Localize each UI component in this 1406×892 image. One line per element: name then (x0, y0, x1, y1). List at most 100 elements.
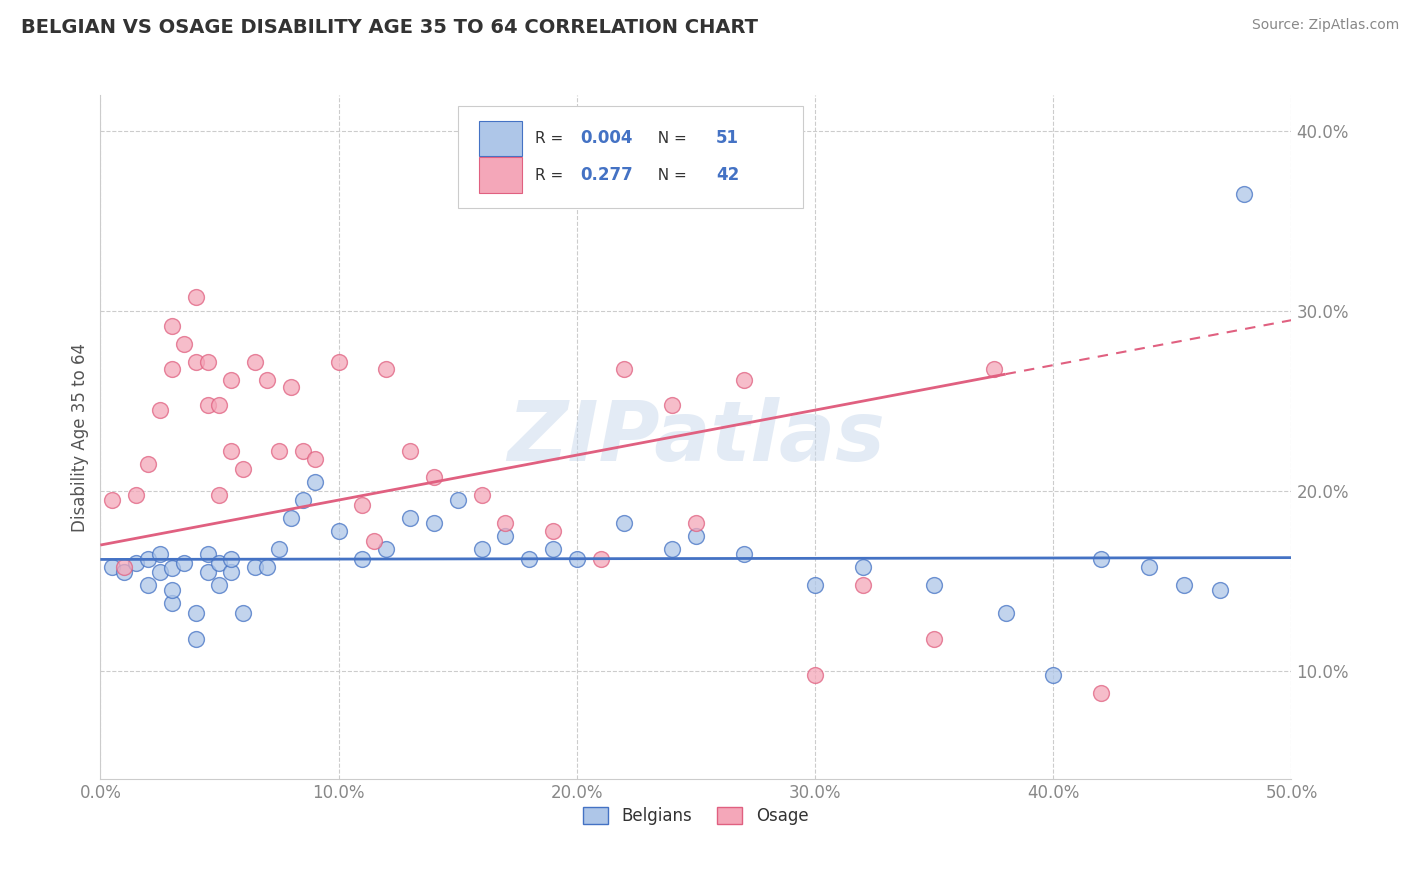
Point (1090, 685, 1112, 699)
Point (208, 398, 231, 412)
FancyBboxPatch shape (458, 105, 803, 208)
Point (1090, 552, 1112, 566)
Point (399, 444, 422, 458)
Point (852, 577, 875, 591)
Point (375, 541, 398, 556)
Point (423, 469, 446, 483)
Point (280, 511, 302, 525)
Point (184, 290, 207, 304)
Text: R =: R = (536, 168, 568, 183)
Point (208, 488, 231, 502)
Point (613, 361, 636, 376)
Text: 42: 42 (716, 166, 740, 185)
Point (197, 565, 219, 579)
Point (1042, 667, 1064, 681)
Point (136, 552, 159, 566)
Point (291, 444, 314, 458)
Point (184, 632, 207, 646)
Point (197, 398, 219, 412)
Text: ZIPatlas: ZIPatlas (508, 397, 884, 477)
Point (589, 552, 612, 566)
Point (685, 516, 707, 531)
Point (112, 559, 135, 574)
Point (399, 511, 422, 525)
Point (565, 552, 588, 566)
Point (983, 361, 1005, 376)
Point (352, 499, 374, 513)
Point (804, 577, 827, 591)
Point (685, 529, 707, 543)
Text: 51: 51 (716, 129, 740, 147)
Point (112, 565, 135, 579)
Point (733, 547, 755, 561)
FancyBboxPatch shape (479, 158, 522, 193)
Text: N =: N = (648, 131, 692, 146)
Point (922, 577, 945, 591)
Point (160, 318, 183, 333)
Point (280, 380, 302, 394)
Point (256, 372, 278, 386)
Point (101, 493, 124, 508)
Point (232, 462, 254, 476)
Point (363, 534, 385, 549)
Point (221, 565, 243, 579)
Point (661, 398, 683, 412)
Point (184, 354, 207, 368)
Point (291, 493, 314, 508)
Point (470, 488, 492, 502)
Text: N =: N = (648, 168, 692, 183)
Point (852, 559, 875, 574)
Point (613, 516, 636, 531)
Point (494, 516, 516, 531)
Point (101, 559, 124, 574)
Point (352, 552, 374, 566)
Point (136, 457, 159, 471)
Point (447, 493, 470, 508)
Point (197, 354, 219, 368)
Point (125, 488, 148, 502)
Point (221, 372, 243, 386)
Text: R =: R = (536, 131, 568, 146)
Point (375, 361, 398, 376)
Point (1233, 187, 1256, 202)
Point (1173, 577, 1195, 591)
Point (267, 541, 290, 556)
Point (160, 561, 183, 575)
Y-axis label: Disability Age 35 to 64: Disability Age 35 to 64 (72, 343, 89, 532)
Point (173, 336, 195, 351)
Point (149, 547, 172, 561)
Text: Source: ZipAtlas.com: Source: ZipAtlas.com (1251, 18, 1399, 32)
Point (256, 559, 278, 574)
Point (328, 354, 350, 368)
Point (245, 354, 267, 368)
Point (328, 524, 350, 538)
FancyBboxPatch shape (479, 120, 522, 156)
Point (1209, 582, 1232, 597)
Point (804, 667, 827, 681)
Text: 0.277: 0.277 (581, 166, 633, 185)
Point (733, 372, 755, 386)
Point (470, 541, 492, 556)
Point (221, 552, 243, 566)
Point (149, 403, 172, 417)
Point (994, 607, 1017, 621)
Point (494, 529, 516, 543)
Point (208, 556, 231, 570)
Point (173, 556, 195, 570)
Point (184, 607, 207, 621)
Point (245, 559, 267, 574)
Point (541, 524, 564, 538)
Point (267, 444, 290, 458)
Point (541, 541, 564, 556)
Point (922, 632, 945, 646)
Text: BELGIAN VS OSAGE DISABILITY AGE 35 TO 64 CORRELATION CHART: BELGIAN VS OSAGE DISABILITY AGE 35 TO 64… (21, 18, 758, 37)
Point (232, 607, 254, 621)
Point (197, 547, 219, 561)
Point (661, 541, 683, 556)
Point (1137, 559, 1160, 574)
Point (221, 444, 243, 458)
Point (304, 475, 326, 489)
Point (304, 451, 326, 466)
Point (160, 361, 183, 376)
Point (160, 582, 183, 597)
